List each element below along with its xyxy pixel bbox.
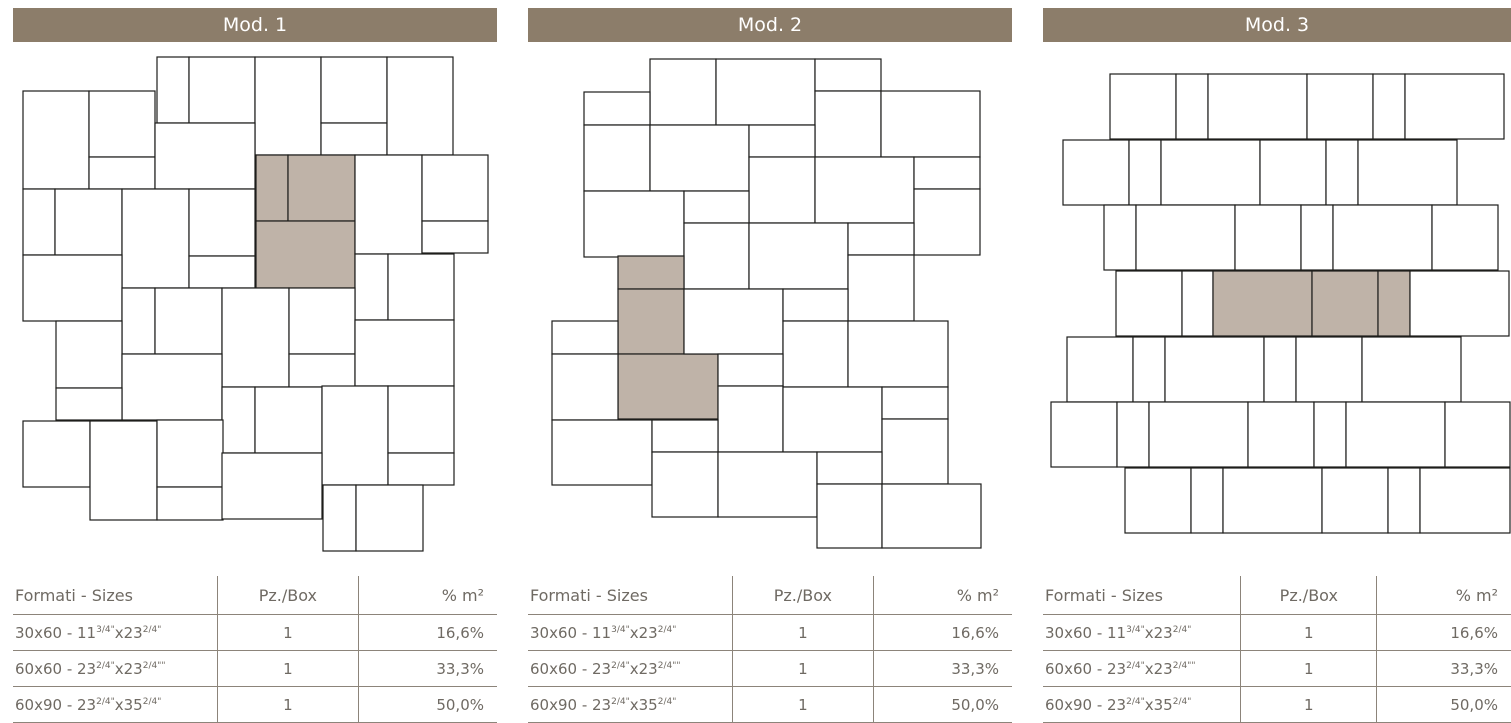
pcs-cell: 1 [732,686,874,723]
pcs-cell: 1 [217,614,359,651]
panel-mod-3: Mod. 3 [1043,8,1511,723]
percent-cell: 50,0% [357,686,497,723]
format-table: Formati - Sizes Pz./Box % m² 30x60 - 113… [13,576,497,723]
table-row: 30x60 - 113/4"x232/4" 1 16,6% [13,614,497,651]
table-header-row: Formati - Sizes Pz./Box % m² [13,576,497,615]
table-row: 30x60 - 113/4"x232/4" 1 16,6% [1043,614,1511,651]
pcs-cell: 1 [732,650,874,687]
percent-cell: 33,3% [357,650,497,687]
table-row: 60x90 - 232/4"x352/4" 1 50,0% [1043,686,1511,723]
pcs-cell: 1 [1240,650,1377,687]
header-sizes: Formati - Sizes [528,576,733,615]
header-sizes: Formati - Sizes [13,576,218,615]
table-row: 60x60 - 232/4"x232/4"" 1 33,3% [13,650,497,687]
panel-title: Mod. 3 [1043,8,1511,42]
panel-title: Mod. 1 [13,8,497,42]
tile-layout-diagram [551,58,982,549]
header-percent-m2: % m² [357,576,497,615]
table-row: 60x60 - 232/4"x232/4"" 1 33,3% [528,650,1012,687]
header-pcs-per-box: Pz./Box [217,576,359,615]
size-cell: 60x60 - 232/4"x232/4"" [13,650,218,687]
tile-layout-diagram [1050,73,1511,534]
table-row: 60x90 - 232/4"x352/4" 1 50,0% [13,686,497,723]
percent-cell: 16,6% [872,614,1012,651]
pcs-cell: 1 [1240,614,1377,651]
percent-cell: 16,6% [357,614,497,651]
header-sizes: Formati - Sizes [1043,576,1241,615]
percent-cell: 50,0% [872,686,1012,723]
pcs-cell: 1 [217,686,359,723]
table-header-row: Formati - Sizes Pz./Box % m² [1043,576,1511,615]
size-cell: 30x60 - 113/4"x232/4" [1043,614,1241,651]
panel-title: Mod. 2 [528,8,1012,42]
table-header-row: Formati - Sizes Pz./Box % m² [528,576,1012,615]
size-cell: 60x90 - 232/4"x352/4" [528,686,733,723]
panel-mod-1: Mod. 1 [13,8,497,723]
pcs-cell: 1 [732,614,874,651]
percent-cell: 33,3% [872,650,1012,687]
size-cell: 60x60 - 232/4"x232/4"" [528,650,733,687]
header-pcs-per-box: Pz./Box [1240,576,1377,615]
header-pcs-per-box: Pz./Box [732,576,874,615]
table-row: 60x90 - 232/4"x352/4" 1 50,0% [528,686,1012,723]
format-table: Formati - Sizes Pz./Box % m² 30x60 - 113… [1043,576,1511,723]
header-percent-m2: % m² [1376,576,1511,615]
panel-mod-2: Mod. 2 [528,8,1012,723]
percent-cell: 50,0% [1376,686,1511,723]
size-cell: 30x60 - 113/4"x232/4" [13,614,218,651]
size-cell: 60x60 - 232/4"x232/4"" [1043,650,1241,687]
format-table: Formati - Sizes Pz./Box % m² 30x60 - 113… [528,576,1012,723]
size-cell: 60x90 - 232/4"x352/4" [13,686,218,723]
pcs-cell: 1 [217,650,359,687]
header-percent-m2: % m² [872,576,1012,615]
size-cell: 30x60 - 113/4"x232/4" [528,614,733,651]
table-row: 60x60 - 232/4"x232/4"" 1 33,3% [1043,650,1511,687]
percent-cell: 33,3% [1376,650,1511,687]
table-row: 30x60 - 113/4"x232/4" 1 16,6% [528,614,1012,651]
percent-cell: 16,6% [1376,614,1511,651]
tile-layout-diagram [22,56,489,552]
pcs-cell: 1 [1240,686,1377,723]
size-cell: 60x90 - 232/4"x352/4" [1043,686,1241,723]
